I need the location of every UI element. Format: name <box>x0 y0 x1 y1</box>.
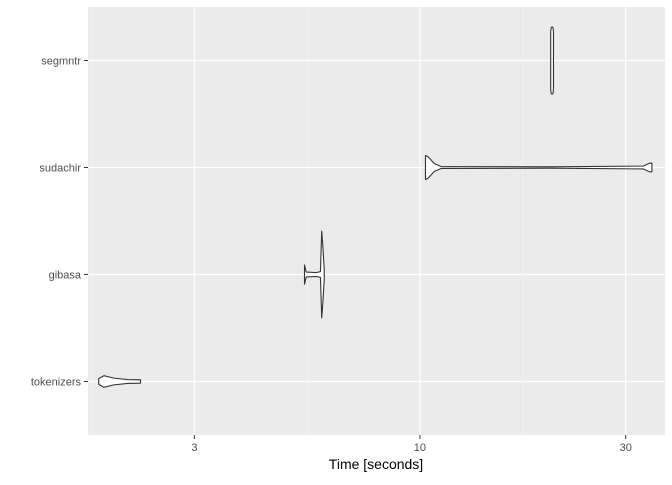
y-tick-label-gibasa: gibasa <box>49 270 82 282</box>
violin-tokenizers <box>98 375 142 388</box>
y-tick-label-tokenizers: tokenizers <box>31 377 82 389</box>
x-tick-label: 3 <box>191 442 197 454</box>
violin-gibasa <box>303 230 325 319</box>
x-tick-label: 30 <box>620 442 632 454</box>
x-axis: 3 10 30 <box>191 435 632 454</box>
violin-sudachir <box>424 154 653 181</box>
x-axis-title: Time [seconds] <box>329 456 423 472</box>
y-tick-label-segmntr: segmntr <box>41 56 81 68</box>
violin-segmntr <box>550 26 555 95</box>
y-axis: tokenizers gibasa sudachir segmntr <box>31 56 88 389</box>
grid-lines <box>88 7 665 435</box>
violin-layer <box>98 26 653 388</box>
y-tick-label-sudachir: sudachir <box>39 163 81 175</box>
x-tick-label: 10 <box>414 442 426 454</box>
plot-panel <box>88 7 665 435</box>
